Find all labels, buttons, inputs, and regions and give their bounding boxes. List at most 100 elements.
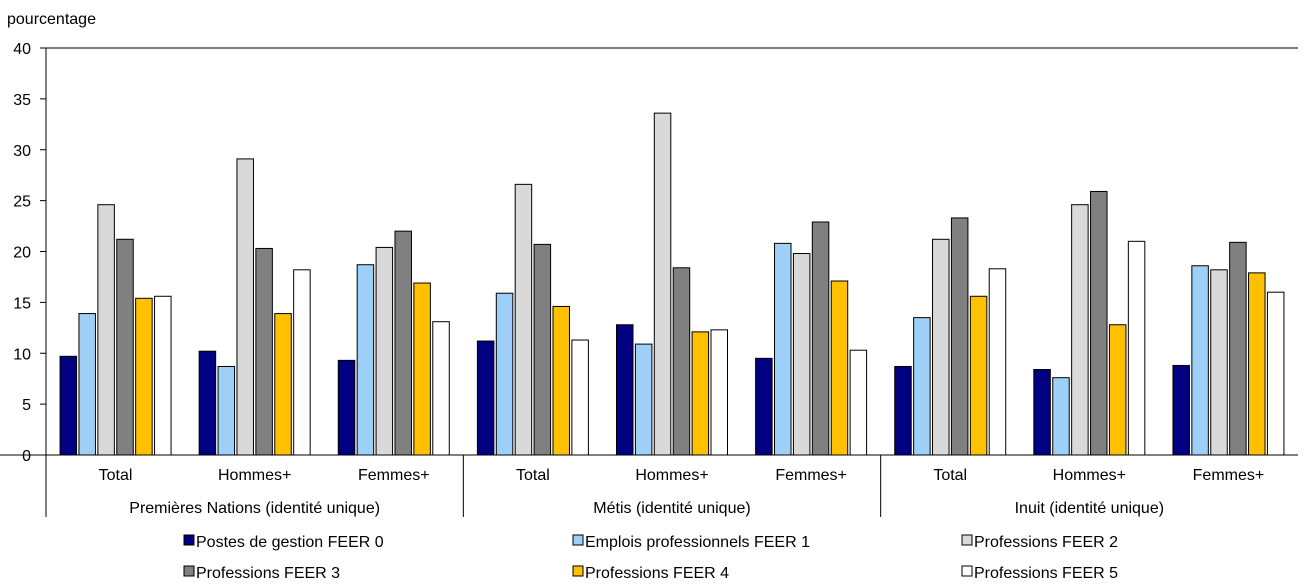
legend-label: Postes de gestion FEER 0 (196, 534, 384, 551)
bar (1071, 204, 1089, 456)
bar (1191, 265, 1209, 456)
bar (217, 365, 236, 456)
category-label: Femmes+ (358, 467, 430, 484)
bar (932, 238, 950, 456)
bar (1033, 369, 1051, 456)
legend-item: Emplois professionnels FEER 1 (572, 534, 810, 551)
legend-label: Professions FEER 2 (974, 534, 1118, 551)
bar (1052, 377, 1070, 456)
bar (495, 292, 514, 456)
bar (375, 246, 394, 456)
legend-label: Professions FEER 5 (974, 565, 1118, 582)
bar (1210, 269, 1228, 456)
y-tick-label: 30 (13, 143, 31, 160)
bar (1172, 364, 1190, 456)
bars (59, 112, 1285, 456)
legend-swatch (961, 534, 973, 546)
bar (97, 204, 115, 456)
bar (653, 112, 672, 456)
bar (710, 329, 728, 456)
bar (616, 324, 634, 456)
y-tick-label: 5 (22, 397, 31, 414)
group-label: Métis (identité unique) (593, 500, 750, 517)
bar (1248, 272, 1266, 456)
bar (533, 243, 552, 456)
legend-label: Emplois professionnels FEER 1 (585, 534, 810, 551)
category-labels: Total Hommes+ Femmes+ Premières Nations (id… (99, 467, 1265, 517)
legend-item: Professions FEER 2 (961, 534, 1118, 551)
y-tick-label: 40 (13, 41, 31, 58)
legend-swatch (572, 534, 584, 546)
bar (1266, 291, 1285, 456)
bar (811, 221, 830, 456)
y-tick-label: 25 (13, 194, 31, 211)
y-tick-label: 35 (13, 92, 31, 109)
bar (950, 217, 969, 456)
legend: Postes de gestion FEER 0 Emplois professi… (183, 534, 1118, 582)
category-label: Femmes+ (775, 467, 847, 484)
bar (198, 350, 217, 456)
bar (514, 183, 533, 456)
bar (913, 317, 931, 456)
category-label: Total (516, 467, 550, 484)
bar (755, 357, 773, 456)
legend-swatch (183, 565, 195, 577)
bar (59, 355, 78, 456)
bar (116, 238, 134, 456)
axes (0, 47, 1298, 517)
bar (774, 242, 792, 456)
bar (154, 295, 172, 456)
bar (1127, 240, 1146, 456)
bar (394, 230, 412, 456)
y-axis-label: pourcentage (7, 11, 96, 28)
category-label: Hommes+ (1053, 467, 1126, 484)
legend-label: Professions FEER 4 (585, 565, 729, 582)
bar (552, 305, 570, 456)
y-ticks: 0 5 10 15 20 25 30 35 40 (13, 41, 46, 465)
y-tick-label: 15 (13, 295, 31, 312)
legend-item: Postes de gestion FEER 0 (183, 534, 384, 551)
category-label: Total (99, 467, 133, 484)
bar (274, 313, 292, 456)
legend-item: Professions FEER 5 (961, 565, 1118, 582)
bar (293, 269, 311, 456)
bar (356, 264, 375, 456)
bar (849, 349, 868, 456)
bar (78, 313, 96, 456)
bar (135, 297, 153, 456)
legend-swatch (572, 565, 584, 577)
legend-swatch (183, 534, 195, 546)
bar (432, 321, 450, 456)
bar (830, 280, 849, 456)
y-tick-label: 20 (13, 245, 31, 262)
legend-swatch (961, 565, 973, 577)
bar (792, 253, 811, 456)
bar (476, 340, 495, 456)
y-tick-label: 10 (13, 346, 31, 363)
bar (413, 282, 431, 456)
legend-item: Professions FEER 3 (183, 565, 340, 582)
category-label: Total (933, 467, 967, 484)
group-label: Inuit (identité unique) (1015, 500, 1164, 517)
group-label: Premières Nations (identité unique) (129, 500, 380, 517)
bar (634, 343, 653, 456)
legend-label: Professions FEER 3 (196, 565, 340, 582)
bar (672, 267, 691, 456)
bar (571, 339, 589, 456)
bar (1108, 324, 1127, 456)
bar (1090, 190, 1108, 456)
bar (337, 359, 356, 456)
bar (255, 247, 273, 456)
bar (894, 365, 912, 456)
bar (1229, 241, 1247, 456)
bar (236, 158, 254, 456)
category-label: Femmes+ (1193, 467, 1265, 484)
category-label: Hommes+ (635, 467, 708, 484)
legend-item: Professions FEER 4 (572, 565, 729, 582)
bar (969, 295, 988, 456)
bar (691, 331, 710, 456)
bar (988, 268, 1007, 456)
y-tick-label: 0 (22, 448, 31, 465)
category-label: Hommes+ (218, 467, 291, 484)
